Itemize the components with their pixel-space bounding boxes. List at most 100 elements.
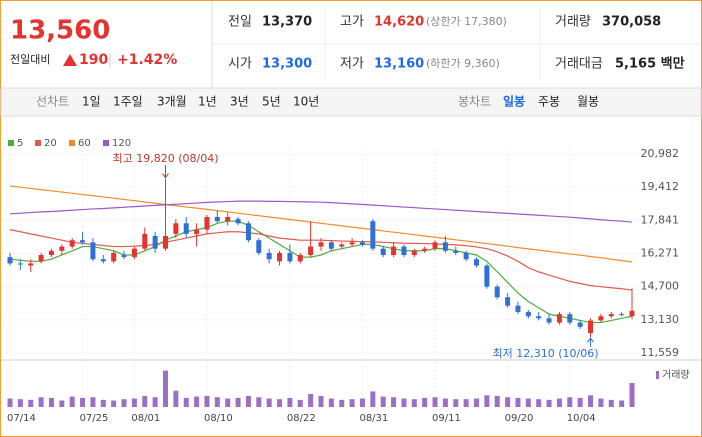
volume-bar bbox=[90, 397, 96, 407]
legend-label: 20 bbox=[44, 138, 57, 149]
info-label: 저가 bbox=[340, 57, 364, 72]
volume-bar bbox=[432, 397, 438, 407]
candle-body bbox=[619, 314, 625, 316]
candle-body bbox=[349, 242, 355, 245]
legend-label: 5 bbox=[17, 138, 23, 149]
volume-bar bbox=[318, 395, 324, 407]
candle-body bbox=[328, 242, 334, 249]
legend-swatch bbox=[35, 140, 41, 146]
candle-body bbox=[567, 314, 573, 323]
x-tick-label: 07/14 bbox=[7, 413, 36, 424]
candle-body bbox=[598, 316, 604, 321]
candle-body bbox=[90, 242, 96, 260]
x-tick-label: 10/04 bbox=[567, 413, 596, 424]
volume-bar bbox=[505, 397, 511, 407]
volume-bar bbox=[442, 398, 448, 407]
candle-body bbox=[183, 223, 189, 234]
candle-body bbox=[194, 229, 200, 234]
tab[interactable]: 5년 bbox=[262, 95, 281, 109]
annotation-arrow bbox=[162, 165, 169, 179]
legend-label: 60 bbox=[78, 138, 91, 149]
volume-bar bbox=[225, 398, 231, 407]
volume-bar bbox=[370, 391, 376, 407]
candle-body bbox=[505, 297, 511, 306]
volume-bar bbox=[173, 390, 179, 407]
candle-body bbox=[142, 233, 148, 249]
volume-bar bbox=[422, 397, 428, 407]
volume-bar bbox=[266, 398, 272, 407]
info-label: 거래대금 bbox=[555, 57, 603, 72]
volume-bar bbox=[453, 399, 459, 407]
candle-body bbox=[577, 322, 583, 327]
volume-bar bbox=[556, 398, 562, 407]
candle-body bbox=[17, 263, 23, 265]
volume-bar bbox=[183, 397, 189, 407]
volume-bar bbox=[484, 395, 490, 407]
ma-line bbox=[9, 185, 633, 263]
info-value: 13,160 bbox=[374, 57, 424, 72]
info-label: 전일 bbox=[228, 15, 252, 30]
y-tick-label: 14,700 bbox=[641, 280, 680, 293]
candle-body bbox=[463, 252, 469, 260]
tab-group-label: 선차트 bbox=[36, 95, 69, 109]
tab[interactable]: 1일 bbox=[82, 95, 101, 109]
candle-body bbox=[163, 235, 168, 249]
candle-body bbox=[391, 246, 397, 255]
tab[interactable]: 10년 bbox=[293, 95, 319, 109]
candle-body bbox=[453, 250, 459, 253]
candle-body bbox=[59, 246, 65, 251]
info-label: 시가 bbox=[228, 57, 252, 72]
volume-bar bbox=[111, 400, 117, 407]
legend-label: 120 bbox=[112, 138, 131, 149]
candle-body bbox=[442, 242, 448, 251]
volume-bar bbox=[619, 400, 625, 407]
candle-body bbox=[556, 314, 562, 323]
y-tick-label: 16,271 bbox=[641, 246, 680, 259]
volume-bar bbox=[69, 396, 75, 407]
up-icon bbox=[63, 54, 77, 66]
y-tick-label: 11,559 bbox=[641, 346, 680, 359]
candle-body bbox=[204, 216, 210, 230]
info-value: 5,165 백만 bbox=[615, 56, 685, 72]
info-label: 거래량 bbox=[555, 15, 591, 30]
tab[interactable]: 주봉 bbox=[538, 95, 560, 109]
candle-body bbox=[546, 318, 552, 323]
volume-bar bbox=[598, 398, 604, 407]
volume-bar bbox=[256, 397, 262, 407]
tab[interactable]: 1년 bbox=[198, 95, 217, 109]
volume-bar bbox=[121, 399, 127, 407]
volume-bar bbox=[297, 399, 303, 407]
tab[interactable]: 1주일 bbox=[113, 95, 143, 109]
volume-bar bbox=[546, 399, 552, 407]
volume-bar bbox=[577, 397, 583, 407]
annotation: 최저 12,310 (10/06) bbox=[493, 347, 599, 360]
tab[interactable]: 3년 bbox=[230, 95, 249, 109]
volume-bar bbox=[494, 395, 500, 407]
volume-bar bbox=[48, 397, 54, 407]
volume-bar bbox=[474, 398, 479, 407]
volume-bar bbox=[204, 395, 210, 407]
y-tick-label: 13,130 bbox=[641, 313, 680, 326]
volume-bar bbox=[349, 399, 355, 407]
candle-body bbox=[173, 223, 179, 234]
candle-body bbox=[111, 252, 117, 262]
volume-bar bbox=[463, 399, 469, 407]
info-value: 13,370 bbox=[262, 15, 312, 30]
candle-body bbox=[48, 250, 54, 255]
info-value: 14,620 bbox=[374, 15, 424, 30]
info-label: 고가 bbox=[340, 15, 364, 30]
volume-bar bbox=[359, 398, 365, 407]
candle-body bbox=[525, 312, 531, 317]
volume-bar bbox=[100, 399, 106, 407]
volume-bar bbox=[339, 399, 345, 407]
tab[interactable]: 3개월 bbox=[157, 95, 187, 109]
x-tick-label: 08/10 bbox=[204, 413, 233, 424]
legend-swatch bbox=[8, 140, 14, 146]
x-tick-label: 09/20 bbox=[505, 413, 534, 424]
volume-bar bbox=[629, 382, 635, 407]
tab[interactable]: 월봉 bbox=[577, 95, 599, 109]
info-value: 13,300 bbox=[262, 57, 312, 72]
tab[interactable]: 일봉 bbox=[503, 95, 525, 109]
volume-bar bbox=[411, 399, 417, 407]
